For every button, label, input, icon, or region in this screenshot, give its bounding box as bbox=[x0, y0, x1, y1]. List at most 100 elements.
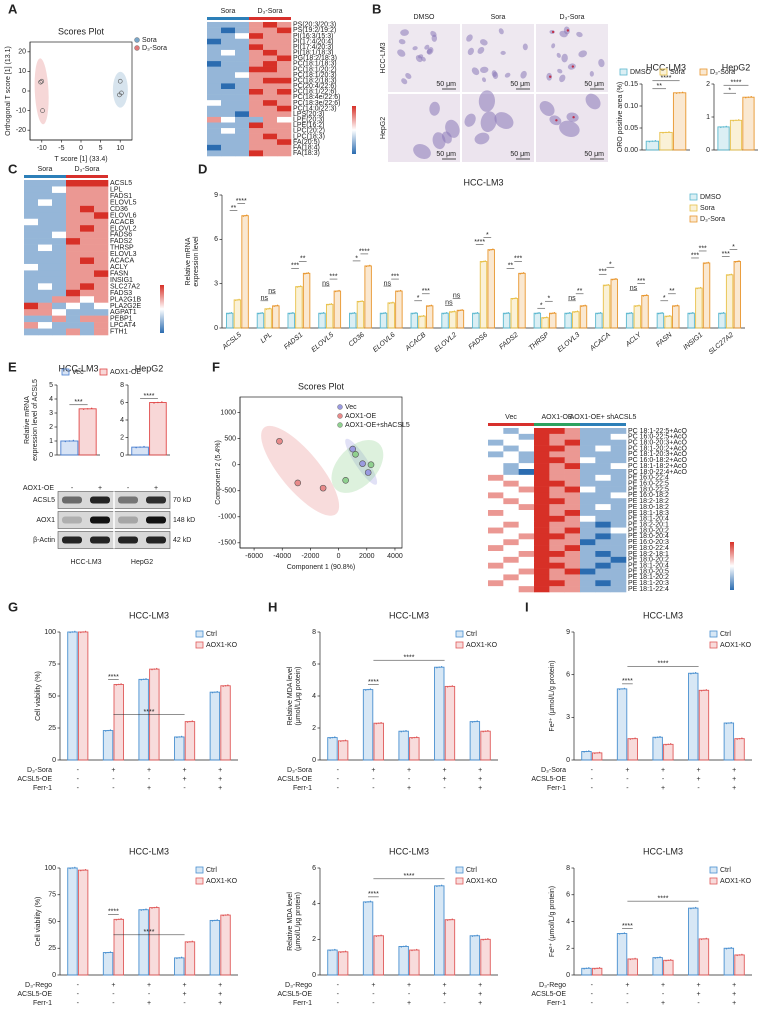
point bbox=[40, 108, 45, 113]
dot bbox=[186, 941, 189, 944]
heatmap-cell bbox=[249, 122, 264, 129]
heatmap-cell bbox=[488, 474, 504, 482]
row-label: PC 18:0-20:3+AcO bbox=[628, 439, 688, 446]
legend-label: AOX1-KO bbox=[466, 878, 498, 885]
dot bbox=[236, 299, 239, 301]
dot bbox=[692, 907, 694, 909]
group-bar bbox=[249, 17, 291, 20]
bar bbox=[233, 299, 242, 329]
y-axis-label: Orthogonal T score [1] (13.1) bbox=[5, 46, 12, 136]
heatmap-cell bbox=[263, 105, 278, 112]
point bbox=[319, 484, 327, 492]
heatmap-cell bbox=[38, 289, 53, 297]
condition-sign: + bbox=[732, 785, 736, 792]
heatmap-cell bbox=[277, 61, 292, 67]
dot bbox=[415, 312, 417, 314]
condition-sign: + bbox=[625, 767, 629, 774]
dot bbox=[398, 290, 400, 292]
point bbox=[117, 92, 122, 98]
y-tick-label: 50 bbox=[48, 918, 56, 925]
heatmap-cell bbox=[564, 521, 581, 528]
dot bbox=[728, 722, 730, 724]
dot bbox=[542, 317, 545, 319]
dot bbox=[604, 284, 606, 287]
dot bbox=[667, 959, 670, 961]
heatmap-cell bbox=[24, 315, 39, 323]
condition-sign: - bbox=[408, 991, 411, 998]
point bbox=[38, 79, 43, 85]
heatmap-cell bbox=[221, 133, 236, 140]
condition-sign: - bbox=[337, 776, 340, 783]
x-tick-label: -10 bbox=[37, 145, 47, 152]
bar bbox=[659, 131, 673, 151]
micrograph bbox=[462, 94, 534, 162]
dot bbox=[675, 305, 677, 307]
blot-sign: - bbox=[127, 485, 130, 492]
heatmap-cell bbox=[221, 22, 236, 28]
row-label: PE 18:0-22:4 bbox=[628, 545, 669, 552]
chart-title: HCC-LM3 bbox=[129, 846, 169, 856]
heatmap-cell bbox=[52, 315, 67, 323]
bar bbox=[729, 119, 743, 151]
heatmap-cell bbox=[38, 192, 53, 200]
condition-sign: - bbox=[372, 776, 375, 783]
y-axis-label: Cell viability (%) bbox=[35, 671, 42, 721]
heatmap-cell bbox=[503, 510, 519, 517]
heatmap-cell bbox=[24, 328, 39, 336]
dot bbox=[369, 264, 371, 267]
dot bbox=[627, 313, 629, 315]
heatmap-cell bbox=[488, 586, 504, 593]
dot bbox=[741, 953, 743, 956]
heatmap-cell bbox=[503, 568, 519, 575]
bar bbox=[581, 967, 592, 976]
y-tick-label: 6 bbox=[214, 236, 218, 243]
row-label: PC(14:0/22:3) bbox=[293, 105, 337, 112]
y-tick-label: 4 bbox=[566, 918, 570, 925]
heatmap-cell bbox=[221, 128, 236, 134]
y-tick-label: 4 bbox=[49, 396, 53, 403]
heatmap-cell bbox=[24, 276, 39, 284]
heatmap-cell bbox=[66, 218, 81, 226]
dot bbox=[388, 302, 391, 305]
heatmap-cell bbox=[488, 428, 504, 435]
bar bbox=[656, 312, 665, 329]
row-label: ACLY bbox=[110, 264, 128, 271]
heatmap-cell bbox=[221, 111, 236, 118]
row-label: PE 18:0-20:4 bbox=[628, 533, 669, 540]
cell bbox=[561, 53, 568, 63]
y-tick-label: 3 bbox=[214, 281, 218, 288]
dot bbox=[721, 312, 723, 314]
dot bbox=[534, 313, 537, 315]
heatmap-cell bbox=[66, 296, 81, 304]
heatmap-cell bbox=[207, 27, 222, 34]
bar bbox=[725, 274, 734, 329]
heatmap-cell bbox=[580, 498, 596, 505]
heatmap-cell bbox=[207, 116, 222, 123]
row-label: ACACA bbox=[110, 258, 134, 265]
bar bbox=[302, 272, 311, 329]
condition-sign: - bbox=[591, 776, 594, 783]
dot bbox=[358, 301, 360, 303]
dot bbox=[338, 289, 340, 292]
heatmap-cell bbox=[94, 180, 109, 187]
heatmap-cell bbox=[263, 44, 278, 51]
heatmap-cell bbox=[488, 445, 504, 452]
heatmap-cell bbox=[38, 270, 53, 278]
heatmap-cell bbox=[221, 100, 236, 107]
y-tick-label: 25 bbox=[48, 945, 56, 952]
heatmap-cell bbox=[52, 257, 67, 265]
dot bbox=[329, 949, 331, 952]
dot bbox=[436, 885, 438, 888]
x-tick-label: THRSP bbox=[528, 331, 551, 352]
chart-title: Scores Plot bbox=[298, 381, 345, 391]
dot bbox=[367, 265, 369, 267]
bar bbox=[356, 300, 365, 329]
heatmap-cell bbox=[221, 122, 236, 129]
bar bbox=[78, 408, 97, 456]
dot bbox=[619, 688, 621, 691]
condition-sign: + bbox=[183, 982, 187, 989]
dot bbox=[581, 305, 583, 308]
dot bbox=[461, 309, 463, 311]
chart-title: HepG2 bbox=[135, 363, 164, 373]
heatmap-cell bbox=[610, 492, 627, 499]
